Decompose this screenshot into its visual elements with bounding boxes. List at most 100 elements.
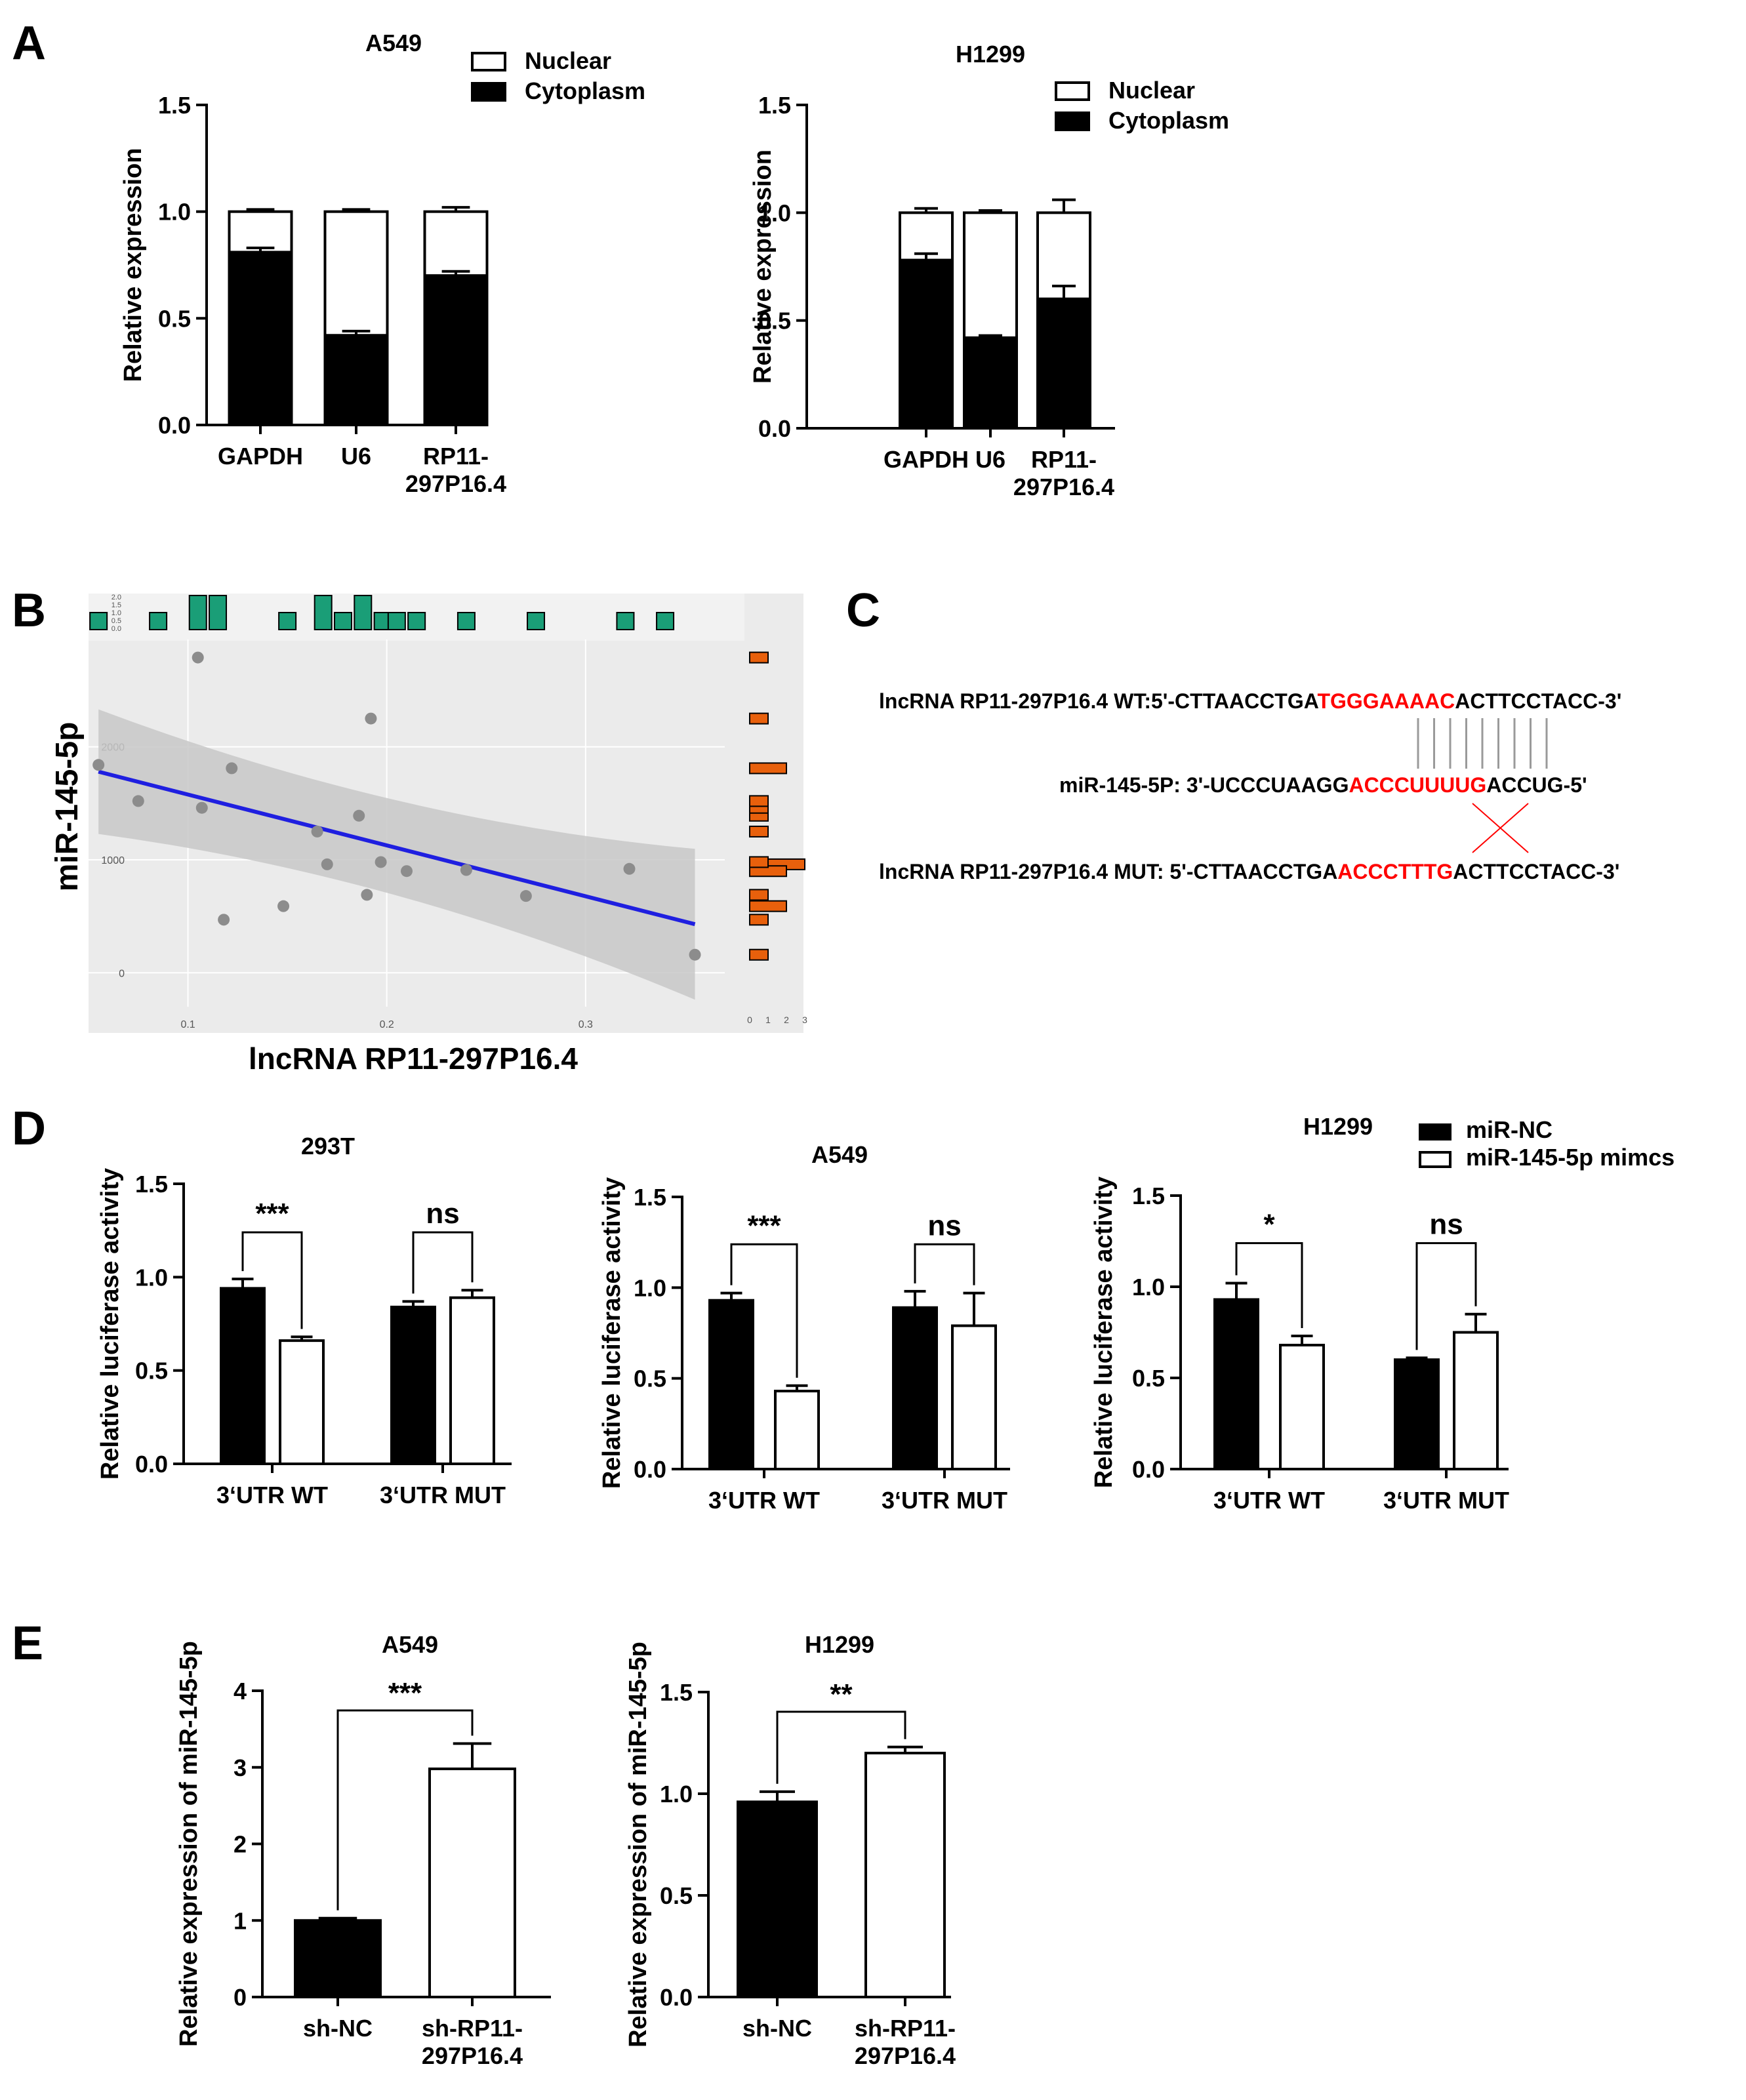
panel-letter-a: A [12, 17, 46, 70]
seq-mir: miR-145-5P: 3'-UCCCUAAGGACCCUUUUGACCUG-5… [1059, 773, 1587, 797]
significance-label: * [1263, 1209, 1275, 1241]
bar-nuclear [228, 210, 293, 254]
bar-sh-nc [294, 1919, 382, 1998]
right-histogram-tick: 1 [765, 1015, 771, 1025]
mutation-cross-2 [1472, 803, 1529, 853]
legend-swatch-nuclear [471, 52, 506, 71]
y-tick-label: 0.5 [135, 1358, 168, 1384]
x-tick-label: U6 [975, 446, 1005, 473]
y-tick-label: 1.5 [660, 1679, 693, 1706]
panel-letter-c: C [846, 584, 880, 637]
x-tick-label: 0.1 [180, 1019, 195, 1030]
bar-mir-145-mimics [279, 1339, 325, 1465]
right-histogram-bar [749, 762, 787, 775]
x-tick-label: 3‘UTR MUT [1383, 1487, 1509, 1514]
chart-e-a549: 0 1 2 3 4 A549 Relative expression of miR-145-… [175, 1631, 551, 2069]
x-tick-label: RP11- [1031, 446, 1097, 473]
pairing-lines [1417, 718, 1548, 769]
right-histogram-bar [749, 900, 787, 912]
bar-mir-145-mimics [951, 1324, 997, 1471]
right-histogram-bar [749, 889, 769, 901]
bar-sh-rp11 [428, 1767, 516, 1998]
x-tick-label: U6 [341, 443, 371, 470]
y-tick-label: 1 [233, 1907, 247, 1934]
y-axis-label: Relative expression [749, 150, 777, 384]
bar-mir-nc [390, 1305, 436, 1465]
legend-swatch-nuclear [1055, 81, 1090, 101]
scatter-point [277, 900, 290, 912]
y-axis-label: Relative expression of miR-145-5p [175, 1641, 203, 2047]
seq-mut-site: ACCCTTTG [1337, 860, 1453, 883]
top-histogram-tick: 1.0 [112, 609, 121, 617]
top-histogram-bar [407, 612, 426, 630]
x-tick-label: 297P16.4 [855, 2042, 956, 2069]
legend-swatch-mimics [1419, 1151, 1452, 1168]
bar-mir-145-mimics [1453, 1331, 1499, 1470]
significance-bracket [730, 1243, 798, 1378]
bar-cytoplasm [899, 258, 954, 430]
significance-label: *** [388, 1677, 422, 1709]
panel-letter-d: D [12, 1102, 46, 1155]
bar-cytoplasm [963, 336, 1018, 430]
bar-mir-145-mimics [449, 1296, 495, 1465]
significance-label: ns [1429, 1209, 1463, 1241]
chart-d-a549: 0.0 0.5 1.0 1.5 A549 Relative luciferase acti… [598, 1141, 1010, 1514]
bar-cytoplasm [1036, 297, 1091, 430]
chart-a-a549: 0.0 0.5 1.0 1.5 A549 Relative expression GAPDH… [119, 30, 645, 497]
y-axis-label: Relative luciferase activity [96, 1168, 124, 1480]
bar-mir-145-mimics [1279, 1343, 1325, 1470]
x-tick-label: 297P16.4 [1013, 474, 1114, 500]
y-axis-label: miR-145-5p [50, 722, 85, 892]
top-histogram-bar [209, 595, 228, 630]
y-axis-label: Relative expression of miR-145-5p [624, 1642, 652, 2048]
right-histogram-bar [749, 825, 769, 838]
legend-swatch-cytoplasm [1055, 111, 1090, 131]
x-tick-label: sh-RP11- [855, 2015, 956, 2042]
right-histogram-bar [749, 914, 769, 926]
bar-cytoplasm [323, 334, 389, 426]
chart-d-h1299: 0.0 0.5 1.0 1.5 H1299 Relative luciferase act… [1090, 1113, 1675, 1514]
significance-label: *** [255, 1198, 289, 1230]
y-tick-label: 0.0 [1132, 1456, 1165, 1483]
y-tick-label: 1.0 [158, 199, 191, 226]
top-histogram-bar [457, 612, 476, 630]
top-histogram-bar [616, 612, 635, 630]
significance-bracket [336, 1709, 474, 1910]
legend-label-nuclear: Nuclear [525, 47, 611, 74]
right-histogram-bar [749, 795, 769, 807]
y-tick-label: 2 [233, 1831, 247, 1858]
significance-bracket [412, 1231, 474, 1294]
significance-bracket [241, 1231, 303, 1329]
x-tick-label: GAPDH [883, 446, 969, 473]
regression-line [98, 769, 696, 927]
bar-nuclear [323, 210, 389, 337]
legend-label-mir-nc: miR-NC [1466, 1116, 1553, 1143]
y-tick-label: 0.0 [758, 415, 791, 442]
seq-mir-prefix: miR-145-5P: 3'-UCCCUAAGG [1059, 773, 1349, 797]
scatter-point [519, 890, 532, 902]
right-histogram-bar [749, 651, 769, 664]
y-tick-label: 1.5 [1132, 1182, 1165, 1209]
top-histogram-tick: 2.0 [112, 594, 121, 601]
x-tick-label: 0.2 [380, 1019, 394, 1030]
chart-title: 293T [301, 1133, 355, 1160]
y-tick-label: 0.5 [660, 1882, 693, 1909]
legend-label-mimics: miR-145-5p mimcs [1466, 1144, 1675, 1171]
y-tick-label: 0.0 [135, 1451, 168, 1478]
bar-mir-nc [708, 1299, 754, 1470]
y-tick-label: 1.0 [758, 199, 791, 226]
x-tick-label: 3‘UTR WT [1213, 1487, 1325, 1514]
bar-cytoplasm [228, 251, 293, 426]
scatter-point [460, 864, 472, 876]
seq-mir-site: ACCCUUUUG [1349, 773, 1486, 797]
scatter-point [192, 651, 204, 664]
top-histogram-bar [527, 612, 546, 630]
seq-wt: lncRNA RP11-297P16.4 WT:5'-CTTAACCTGATGG… [879, 689, 1621, 713]
scatter-point [132, 795, 144, 807]
scatter-point [92, 759, 105, 771]
significance-bracket [1415, 1242, 1477, 1350]
legend-label-nuclear: Nuclear [1108, 77, 1195, 104]
x-tick-label: RP11- [423, 443, 489, 470]
y-tick-label: 1.5 [758, 92, 791, 119]
